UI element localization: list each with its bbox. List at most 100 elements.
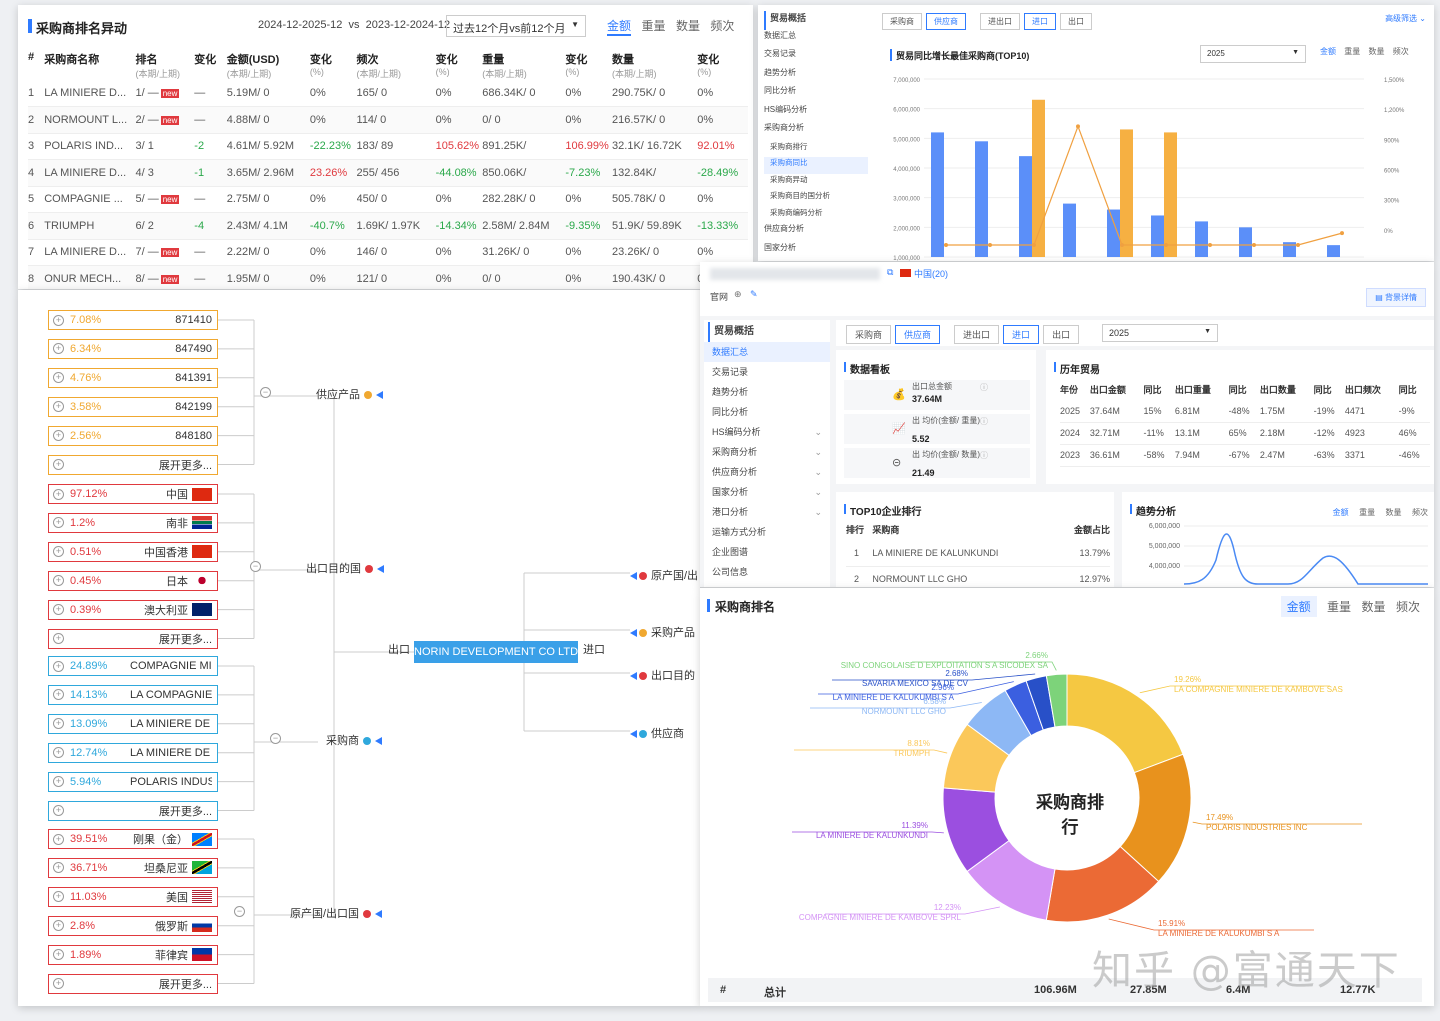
tab-frequency[interactable]: 频次 (1392, 47, 1409, 56)
period-select[interactable]: 过去12个月vs前12个月 ▼ (446, 15, 586, 37)
mindmap-leaf[interactable]: +39.51% 刚果（金） (48, 829, 218, 849)
cell-name[interactable]: COMPAGNIE ... (44, 186, 136, 213)
plus-circle-icon[interactable]: + (53, 633, 64, 644)
plus-circle-icon[interactable]: + (53, 660, 64, 672)
bar[interactable] (1107, 209, 1120, 257)
plus-circle-icon[interactable]: + (53, 920, 64, 932)
bar[interactable] (1164, 132, 1177, 257)
sidebar-item[interactable]: 同比分析 (764, 86, 796, 95)
bar[interactable] (975, 141, 988, 257)
plus-circle-icon[interactable]: + (53, 891, 64, 903)
bar[interactable] (1239, 227, 1252, 257)
plus-circle-icon[interactable]: + (53, 343, 64, 355)
tab-amount[interactable]: 金额 (1332, 508, 1349, 517)
collapse-icon[interactable]: − (234, 906, 245, 917)
sidebar-item[interactable]: 国家分析 (764, 242, 796, 252)
cell-name[interactable]: TRIUMPH (44, 212, 136, 240)
branch-node-right[interactable]: 供应商 (630, 725, 684, 741)
company-menu-item[interactable]: 同比分析 (704, 402, 830, 422)
mindmap-leaf[interactable]: +5.94% POLARIS INDUSTRI... (48, 771, 218, 792)
copy-icon[interactable]: ⧉ (887, 267, 894, 277)
tab-weight[interactable]: 重量 (1359, 508, 1376, 517)
bar[interactable] (1019, 156, 1032, 257)
plus-circle-icon[interactable]: + (53, 517, 64, 529)
tab-quantity[interactable]: 数量 (675, 19, 700, 33)
mindmap-leaf[interactable]: +97.12% 中国 (48, 484, 218, 504)
table-row[interactable]: 6 TRIUMPH 6/ 2 -4 2.43M/ 4.1M -40.7% 1.69K/ 1.… (28, 212, 748, 240)
sidebar-item[interactable]: 供应商分析 (764, 224, 804, 233)
company-menu-item[interactable]: 交易记录 (704, 362, 830, 382)
plus-circle-icon[interactable]: + (53, 805, 64, 816)
plus-circle-icon[interactable]: + (53, 430, 64, 442)
mindmap-leaf[interactable]: +2.8% 俄罗斯 (48, 915, 218, 936)
plus-circle-icon[interactable]: + (53, 604, 64, 616)
mindmap-leaf[interactable]: +2.56% 848180 (48, 425, 218, 446)
mindmap-leaf[interactable]: +4.76% 841391 (48, 367, 218, 388)
mindmap-leaf[interactable]: +7.08% 871410 (48, 310, 218, 330)
sidebar-item[interactable]: 采购商分析 (764, 123, 804, 132)
plus-circle-icon[interactable]: + (53, 718, 64, 730)
mindmap-leaf[interactable]: +0.51% 中国香港 (48, 541, 218, 562)
plus-circle-icon[interactable]: + (53, 575, 64, 587)
sidebar-item[interactable]: 趋势分析 (764, 67, 796, 77)
mindmap-leaf[interactable]: +13.09% LA MINIERE DE KA... (48, 713, 218, 734)
plus-circle-icon[interactable]: + (53, 689, 64, 701)
company-menu-item[interactable]: 国家分析 ⌄ (704, 482, 830, 502)
branch-node-left[interactable]: 采购商 − (270, 732, 382, 748)
sidebar-item[interactable]: 交易记录 (764, 49, 796, 58)
mindmap-leaf[interactable]: +6.34% 847490 (48, 338, 218, 359)
sidebar-item[interactable]: 采购商异动 (770, 174, 808, 184)
mindmap-leaf[interactable]: +14.13% LA COMPAGNIE MIN... (48, 684, 218, 705)
trade-button[interactable]: 供应商 (895, 325, 941, 344)
company-menu-item[interactable]: 趋势分析 (704, 382, 830, 402)
cell-name[interactable]: ONUR MECH... (44, 265, 136, 289)
info-icon[interactable]: ⓘ (980, 417, 988, 426)
bar[interactable] (1327, 245, 1340, 257)
trade-button[interactable]: 进口 (1003, 325, 1040, 344)
tab-quantity[interactable]: 数量 (1361, 600, 1386, 614)
tab-weight[interactable]: 重量 (1344, 47, 1361, 56)
cell-name[interactable]: LA MINIERE D... (44, 159, 136, 187)
sidebar-item[interactable]: 采购商编码分析 (770, 207, 823, 217)
plus-circle-icon[interactable]: + (53, 546, 64, 558)
table-row[interactable]: 7 LA MINIERE D... 7/ — new —2.22M/ 0 0% 146/ 0… (28, 239, 748, 266)
bar[interactable] (1032, 99, 1045, 257)
company-menu-item[interactable]: 供应商分析 ⌄ (704, 462, 830, 482)
mindmap-leaf[interactable]: +12.74% LA MINIERE DE KA... (48, 742, 218, 763)
sidebar-item[interactable]: 采购商同比 (764, 157, 868, 174)
table-row[interactable]: 4 LA MINIERE D... 4/ 3 -1 3.65M/ 2.96M 23.26%… (28, 159, 748, 187)
tab-frequency[interactable]: 频次 (1412, 508, 1428, 517)
plus-circle-icon[interactable]: + (53, 747, 64, 759)
trade-button[interactable]: 进出口 (954, 325, 1000, 344)
advanced-filter-link[interactable]: 高级筛选 ⌄ (1385, 13, 1426, 24)
edit-icon[interactable]: ✎ (750, 289, 758, 299)
expand-more-button[interactable]: + 展开更多... (48, 973, 218, 994)
tab-weight[interactable]: 重量 (641, 19, 666, 33)
expand-more-button[interactable]: + 展开更多... (48, 800, 218, 821)
table-row[interactable]: 1 LA MINIERE D... 1/ — new —5.19M/ 0 0% 165/ 0… (28, 80, 748, 107)
center-company-node[interactable]: NORIN DEVELOPMENT CO LTD (414, 641, 578, 663)
bar[interactable] (1195, 221, 1208, 257)
cell-name[interactable]: NORMOUNT L... (44, 106, 136, 134)
company-menu-item[interactable]: 港口分析 ⌄ (704, 502, 830, 522)
company-menu-item[interactable]: 运输方式分析 (704, 522, 830, 542)
sidebar-item[interactable]: 采购商排行 (770, 141, 808, 151)
donut-slice[interactable] (1045, 673, 1068, 728)
collapse-icon[interactable]: − (250, 561, 261, 572)
tab-amount[interactable]: 金额 (607, 17, 632, 36)
table-row[interactable]: 5 COMPAGNIE ... 5/ — new —2.75M/ 0 0% 450/ 0 0%… (28, 186, 748, 213)
sidebar-item[interactable]: HS编码分析 (764, 104, 808, 114)
branch-node-left[interactable]: 出口目的国 − (250, 560, 384, 576)
plus-circle-icon[interactable]: + (53, 401, 64, 413)
company-menu-item[interactable]: 数据汇总 (704, 342, 830, 362)
bar[interactable] (1120, 129, 1133, 257)
plus-circle-icon[interactable]: + (53, 314, 64, 326)
branch-node-right[interactable]: 采购产品 (630, 624, 695, 640)
donut-slice[interactable] (1066, 673, 1184, 774)
tab-quantity[interactable]: 数量 (1385, 508, 1402, 517)
branch-node-right[interactable]: 原产国/出 (630, 567, 698, 583)
info-icon[interactable]: ⓘ (980, 383, 988, 392)
mindmap-leaf[interactable]: +1.89% 菲律宾 (48, 944, 218, 965)
globe-icon[interactable]: ⊕ (734, 289, 742, 299)
trade-button[interactable]: 出口 (1060, 13, 1092, 30)
